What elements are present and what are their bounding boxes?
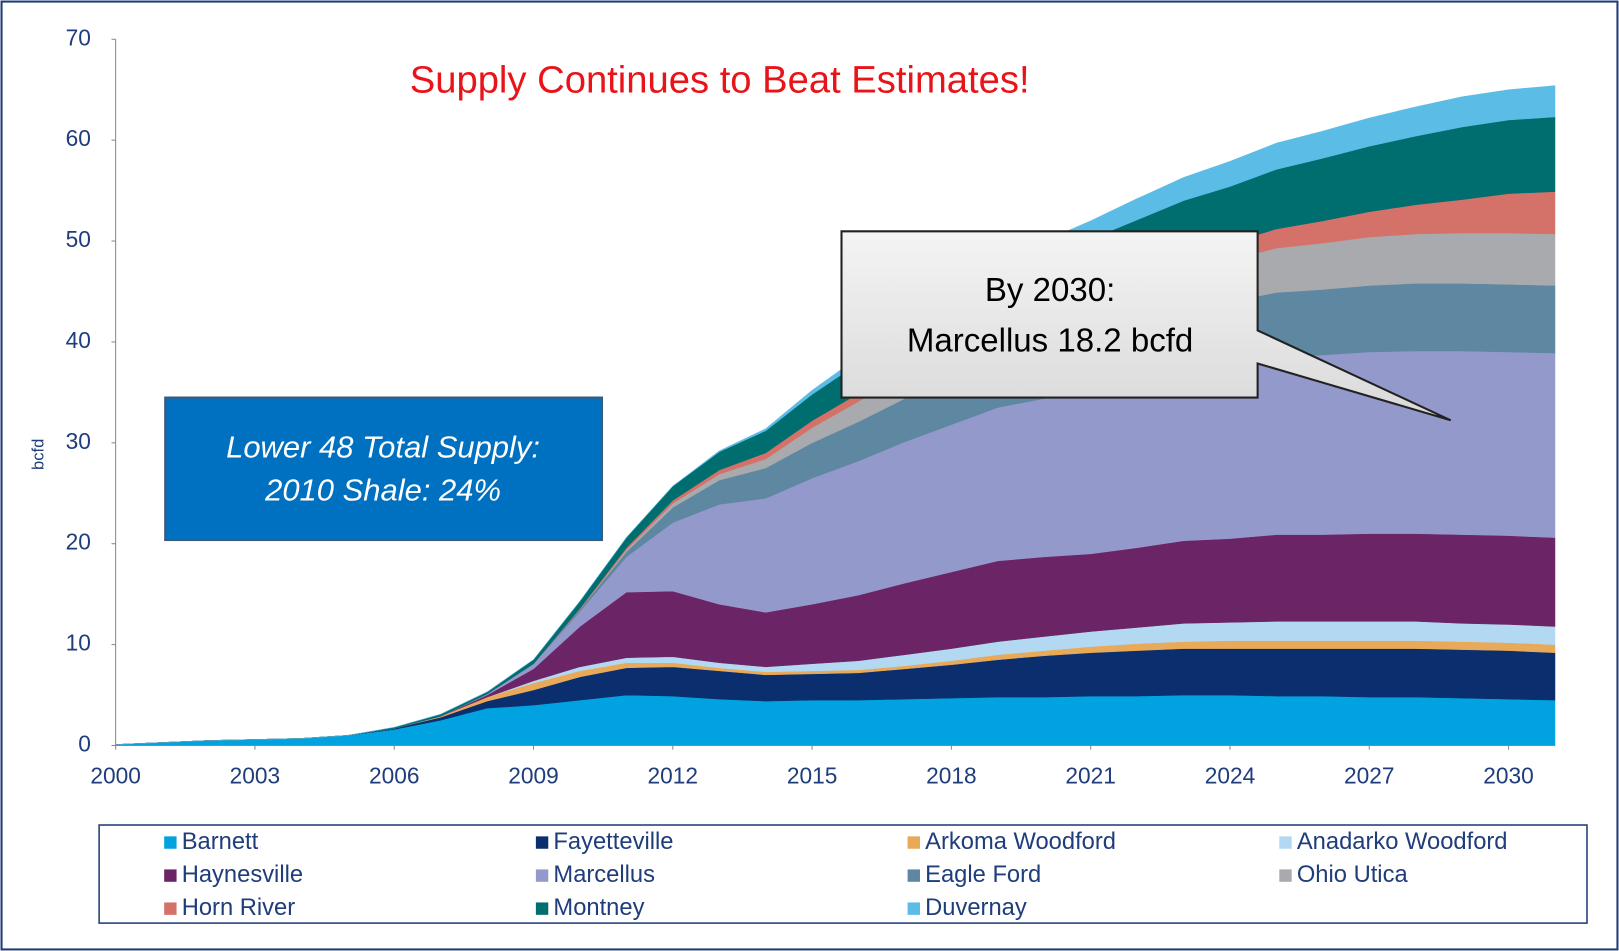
y-tick-label: 10 [66,630,91,656]
y-tick-label: 30 [66,428,91,454]
legend-swatch [1279,836,1292,849]
legend-swatch [907,902,920,915]
y-tick-label: 20 [66,529,91,555]
legend-label: Haynesville [182,862,303,888]
legend-swatch [1279,869,1292,882]
legend-label: Horn River [182,895,296,921]
y-axis-label: bcfd [29,439,48,470]
x-tick-label: 2018 [926,763,977,789]
x-tick-label: 2009 [508,763,559,789]
x-tick-label: 2015 [787,763,838,789]
x-tick-label: 2027 [1344,763,1395,789]
legend-label: Ohio Utica [1297,862,1409,888]
box [164,396,603,542]
legend-label: Barnett [182,829,259,855]
legend-label: Marcellus [553,862,655,888]
legend-swatch [535,869,549,882]
y-tick-label: 70 [66,24,91,50]
legend-swatch [535,902,549,915]
legend-label: Eagle Ford [925,862,1041,888]
legend-swatch [907,836,920,849]
legend-label: Anadarko Woodford [1297,829,1508,855]
legend-label: Duvernay [925,895,1027,921]
y-tick-label: 0 [78,731,91,757]
x-tick-label: 2000 [90,763,141,789]
x-tick-label: 2030 [1483,763,1534,789]
y-tick-label: 40 [66,327,91,353]
callout: By 2030: Marcellus 18.2 bcfd [840,230,1452,422]
legend-label: Fayetteville [553,829,673,855]
chart-title: Supply Continues to Beat Estimates! [410,59,1030,102]
legend-label: Arkoma Woodford [925,829,1116,855]
box-text: 2010 Shale: 24% [264,473,501,508]
x-tick-label: 2006 [369,763,420,789]
x-tick-label: 2021 [1065,763,1116,789]
y-tick-label: 60 [66,125,91,151]
legend-swatch [535,836,549,849]
legend-swatch [907,869,920,882]
legend-frame [98,824,1588,924]
legend-swatch [164,836,177,849]
callout-shape [840,230,1452,422]
shale-box: Lower 48 Total Supply: 2010 Shale: 24% [164,396,603,542]
legend-swatch [164,869,177,882]
legend-label: Montney [553,895,644,921]
box-text: Lower 48 Total Supply: [226,429,540,464]
callout-text: Marcellus 18.2 bcfd [907,323,1193,360]
x-tick-label: 2003 [230,763,281,789]
x-tick-label: 2024 [1205,763,1256,789]
area [115,85,1556,745]
callout-text: By 2030: [985,272,1115,309]
legend-swatch [164,902,177,915]
x-tick-label: 2012 [648,763,699,789]
y-tick-label: 50 [66,226,91,252]
